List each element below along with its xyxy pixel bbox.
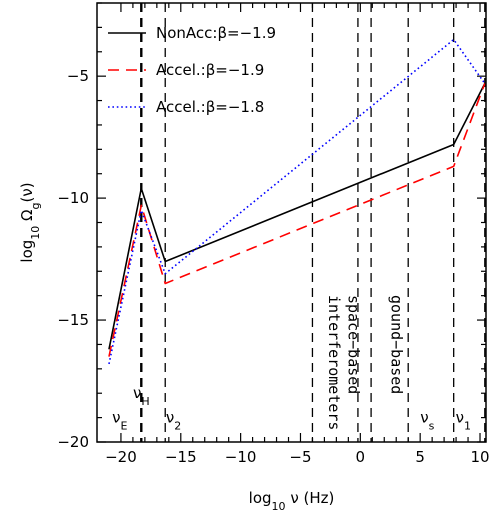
region-label: gound−based xyxy=(387,295,405,394)
y-tick-label: −10 xyxy=(57,189,89,207)
x-tick-label: −20 xyxy=(105,448,137,466)
x-tick-label: 5 xyxy=(415,448,425,466)
legend-label-1: NonAcc:β=−1.9 xyxy=(156,24,276,42)
x-tick-label: −15 xyxy=(165,448,197,466)
y-tick-label: −5 xyxy=(67,67,89,85)
frequency-annotation: νs xyxy=(420,409,434,433)
y-axis-label: log10 Ωg(ν) xyxy=(18,182,42,262)
x-tick-label: −5 xyxy=(289,448,311,466)
frequency-annotation: ν2 xyxy=(166,409,181,433)
series-line-1 xyxy=(108,83,486,350)
x-tick-label: 10 xyxy=(470,448,489,466)
frequency-annotation: νE xyxy=(112,409,127,433)
x-tick-label: −10 xyxy=(225,448,257,466)
legend-label-3: Accel.:β=−1.8 xyxy=(156,98,264,116)
frequency-annotation: ν1 xyxy=(456,409,471,433)
y-tick-label: −20 xyxy=(57,433,89,451)
x-tick-label: 0 xyxy=(356,448,366,466)
frequency-annotation: νH xyxy=(133,384,150,408)
series-line-2 xyxy=(108,83,486,357)
region-label: space−based xyxy=(344,295,362,394)
region-label: interferometers xyxy=(325,295,343,430)
x-axis-label: log10 ν (Hz) xyxy=(249,489,335,513)
plot-area: −20 −15 −10 −5 0 5 10 −20 −15 −10 −5 log10 ν (Hz) lo… xyxy=(18,2,490,513)
y-tick-label: −15 xyxy=(57,311,89,329)
series-line-3 xyxy=(108,38,486,365)
legend-label-2: Accel.:β=−1.9 xyxy=(156,61,264,79)
